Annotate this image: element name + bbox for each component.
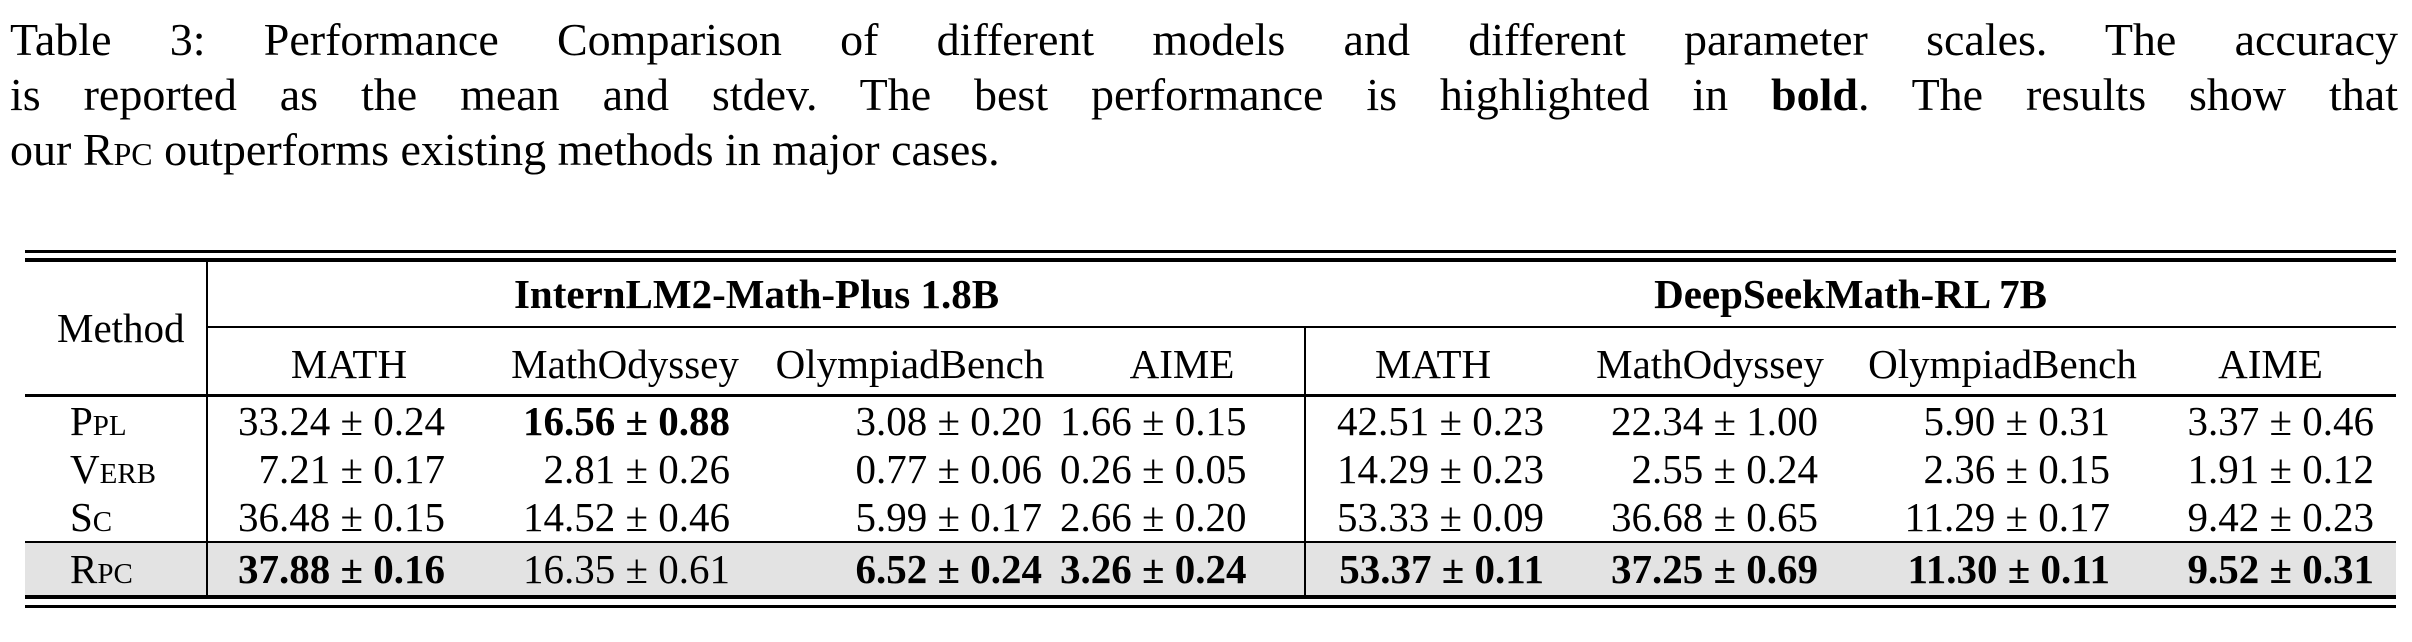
caption-line-2-post: . The results show that xyxy=(1858,69,2398,120)
cell-rpc-aime-right: 9.52 ± 0.31 xyxy=(2145,541,2397,595)
cell-rpc-aime-left: 3.26 ± 0.24 xyxy=(1060,541,1307,595)
method-label-verb: Verb xyxy=(25,445,208,493)
caption-line-2: is reported as the mean and stdev. The b… xyxy=(10,67,2398,122)
cell-ppl-math-right: 42.51 ± 0.23 xyxy=(1337,398,1545,444)
results-table-wrapper: Method InternLM2-Math-Plus 1.8B DeepSeek… xyxy=(25,250,2397,608)
cell-verb-math-left: 7.21 ± 0.17 xyxy=(258,446,445,492)
cell-sc-mathodyssey-right: 36.68 ± 0.65 xyxy=(1611,494,1819,540)
caption-line-3-post: outperforms existing methods in major ca… xyxy=(152,124,1000,175)
cell-sc-aime-right: 9.42 ± 0.23 xyxy=(2187,494,2375,540)
cell-rpc-mathodyssey-left: 16.35 ± 0.61 xyxy=(490,541,760,595)
cell-sc-olympiadbench-right: 11.29 ± 0.17 xyxy=(1904,494,2111,540)
cell-rpc-olympiadbench-left: 6.52 ± 0.24 xyxy=(760,541,1060,595)
column-header-aime-right: AIME xyxy=(2145,327,2397,397)
cell-ppl-aime-right: 3.37 ± 0.46 xyxy=(2187,398,2375,444)
cell-rpc-mathodyssey-right: 37.25 ± 0.69 xyxy=(1560,541,1861,595)
column-header-mathodyssey-left: MathOdyssey xyxy=(490,327,760,397)
cell-ppl-olympiadbench-left: 3.08 ± 0.20 xyxy=(855,398,1042,444)
column-header-math-left: MATH xyxy=(207,327,490,397)
cell-verb-olympiadbench-right: 2.36 ± 0.15 xyxy=(1923,446,2111,492)
table-row-ppl: Ppl 33.24 ± 0.24 16.56 ± 0.88 3.08 ± 0.2… xyxy=(25,395,2396,445)
cell-sc-math-right: 53.33 ± 0.09 xyxy=(1337,494,1545,540)
column-header-olympiadbench-right: OlympiadBench xyxy=(1860,327,2146,397)
table-bottom-rule xyxy=(25,595,2396,608)
method-label-rpc: Rpc xyxy=(25,541,208,595)
cell-verb-math-right: 14.29 ± 0.23 xyxy=(1337,446,1545,492)
cell-sc-math-left: 36.48 ± 0.15 xyxy=(237,494,445,540)
cell-ppl-mathodyssey-right: 22.34 ± 1.00 xyxy=(1611,398,1819,444)
group-header-row: Method InternLM2-Math-Plus 1.8B DeepSeek… xyxy=(25,262,2397,397)
cell-sc-aime-left: 2.66 ± 0.20 xyxy=(1060,493,1307,542)
method-column-header: Method xyxy=(25,262,208,397)
caption-line-1: Table 3: Performance Comparison of diffe… xyxy=(10,14,2398,65)
cell-ppl-aime-left: 1.66 ± 0.15 xyxy=(1060,395,1307,445)
column-header-olympiadbench-left: OlympiadBench xyxy=(760,327,1060,397)
cell-verb-mathodyssey-left: 2.81 ± 0.26 xyxy=(543,446,730,492)
table-caption: Table 3: Performance Comparison of diffe… xyxy=(0,0,2412,177)
caption-line-2-pre: is reported as the mean and stdev. The b… xyxy=(10,69,1772,120)
cell-verb-aime-left: 0.26 ± 0.05 xyxy=(1060,445,1307,493)
cell-rpc-olympiadbench-right: 11.30 ± 0.11 xyxy=(1860,541,2146,595)
cell-rpc-math-right: 53.37 ± 0.11 xyxy=(1305,541,1561,595)
cell-ppl-math-left: 33.24 ± 0.24 xyxy=(237,398,445,444)
cell-verb-aime-right: 1.91 ± 0.12 xyxy=(2187,446,2375,492)
column-header-math-right: MATH xyxy=(1305,327,1561,397)
cell-ppl-mathodyssey-left: 16.56 ± 0.88 xyxy=(522,398,730,444)
caption-line-3: our Rpc outperforms existing methods in … xyxy=(10,122,2398,177)
cell-verb-olympiadbench-left: 0.77 ± 0.06 xyxy=(855,446,1042,492)
caption-line-3-pre: our xyxy=(10,124,83,175)
cell-rpc-math-left: 37.88 ± 0.16 xyxy=(207,541,490,595)
group-header-deepseekmath: DeepSeekMath-RL 7B xyxy=(1305,262,2397,328)
cell-sc-mathodyssey-left: 14.52 ± 0.46 xyxy=(522,494,730,540)
results-table: Method InternLM2-Math-Plus 1.8B DeepSeek… xyxy=(25,262,2397,595)
caption-bold-word: bold xyxy=(1771,69,1858,120)
column-header-mathodyssey-right: MathOdyssey xyxy=(1560,327,1861,397)
benchmark-header-row: MATH MathOdyssey OlympiadBench AIME MATH… xyxy=(25,327,2397,397)
group-header-internlm2: InternLM2-Math-Plus 1.8B xyxy=(207,262,1306,328)
rpc-method-name: Rpc xyxy=(82,124,153,175)
column-header-aime-left: AIME xyxy=(1060,327,1307,397)
table-row-verb: Verb 7.21 ± 0.17 2.81 ± 0.26 0.77 ± 0.06… xyxy=(25,445,2396,493)
cell-sc-olympiadbench-left: 5.99 ± 0.17 xyxy=(855,494,1042,540)
table-row-sc: Sc 36.48 ± 0.15 14.52 ± 0.46 5.99 ± 0.17… xyxy=(25,493,2396,542)
cell-verb-mathodyssey-right: 2.55 ± 0.24 xyxy=(1631,446,1819,492)
method-label-ppl: Ppl xyxy=(25,395,208,445)
cell-ppl-olympiadbench-right: 5.90 ± 0.31 xyxy=(1923,398,2111,444)
table-top-rule xyxy=(25,250,2396,262)
method-label-sc: Sc xyxy=(25,493,208,542)
table-row-rpc: Rpc 37.88 ± 0.16 16.35 ± 0.61 6.52 ± 0.2… xyxy=(25,541,2397,595)
